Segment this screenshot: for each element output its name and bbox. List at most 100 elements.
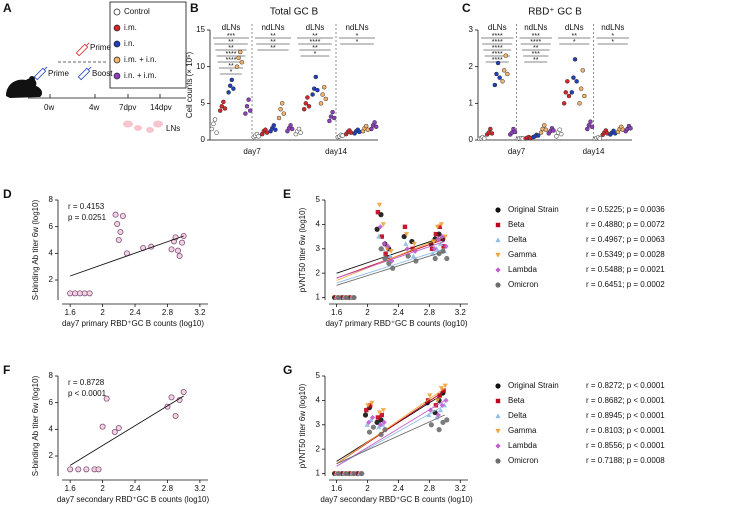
x-axis-label: day7 primary RBD⁺GC B counts (log10) [325,319,467,328]
point [441,388,446,393]
point [402,224,408,230]
point [380,408,386,413]
panel-letter: B [190,1,199,15]
ln-icon [123,120,133,128]
point [437,407,444,413]
x-tick-label: 2.8 [162,308,174,317]
x-tick-label: 2.4 [129,308,141,317]
point [335,294,342,301]
data-dot [278,106,283,112]
point [410,253,417,259]
data-dot [505,71,510,77]
subset-label: dLNs [488,23,507,32]
point [117,228,124,235]
point [439,402,445,408]
x-tick-label: 1.6 [65,484,77,493]
sig-label: **** [226,57,237,64]
step-label: Prime [48,69,69,78]
sig-label: **** [492,45,503,52]
point [369,400,375,406]
point [379,234,384,239]
point [375,415,381,420]
legend-swatch [113,72,121,80]
syringe-blue [77,66,92,81]
x-tick-label: 3.2 [455,308,467,317]
y-tick-label: 5 [316,371,321,380]
point [388,249,394,254]
y-tick-label: 4 [316,395,321,404]
y-tick-label: 1 [316,469,321,478]
x-tick-label: 3.2 [455,484,467,493]
data-dot [320,92,325,97]
legend-label: Lambda [508,265,537,274]
day-label: day14 [583,147,605,156]
sig-label: *** [532,51,540,58]
x-tick-label: 2 [100,308,105,317]
point [387,253,393,259]
point [442,234,448,240]
annotation: r = 0.8728 [68,378,105,387]
fit-line [336,404,446,467]
point [376,202,383,208]
data-dot [572,57,578,62]
data-dot [357,129,362,135]
data-dot [512,129,518,135]
point [103,395,110,402]
sig-label: ** [533,57,539,64]
data-dot [482,136,487,141]
x-axis-label: day7 secondary RBD⁺GC B counts (log10) [320,495,473,504]
data-dot [281,111,287,116]
y-tick-label: 15 [196,25,205,34]
data-dot [628,126,633,131]
legend-stat: r = 0.4967; p = 0.0063 [586,235,665,244]
data-dot [289,126,295,132]
y-tick-label: 4 [49,248,54,257]
point [425,398,431,403]
point [378,246,384,252]
y-tick-label: 2 [49,451,54,460]
data-dot [327,118,332,124]
legend-stat: r = 0.5488; p = 0.0021 [586,265,665,274]
panel-letter: E [283,187,291,201]
fit-line [336,387,446,465]
sig-label: * [611,33,614,40]
point [364,407,369,413]
y-tick-label: 2 [316,268,321,277]
point [431,246,438,252]
point [343,470,349,477]
ln-icon [146,127,154,133]
point [443,397,449,403]
point [168,246,175,253]
panel-letter: A [3,1,12,15]
data-dot [212,117,218,122]
y-tick-label: 1 [316,293,321,302]
point [376,233,382,239]
data-dot [497,75,502,80]
legend-marker [495,443,501,449]
point [436,427,442,433]
legend-marker [495,207,501,213]
data-dot [372,120,377,125]
legend-swatch [113,8,121,16]
step-label: Prime [90,43,111,52]
legend-marker [495,237,501,243]
legend-swatch [113,56,121,64]
data-dot [538,130,544,135]
data-dot [271,123,277,128]
legend-stat: r = 0.8556; p < 0.0001 [586,441,665,450]
data-dot [323,96,329,102]
point [81,290,88,297]
data-dot [221,99,226,105]
syringe-red [75,42,90,57]
point [179,239,186,246]
point [386,260,392,267]
x-tick-label: 2.8 [424,484,436,493]
point [95,466,102,473]
data-dot [239,60,245,65]
legend-label: i.m. [124,23,137,32]
day-label: day7 [243,147,261,156]
data-dot [503,53,508,58]
data-dot [313,74,319,80]
sig-label: **** [310,39,321,46]
y-tick-label: 1 [469,98,474,107]
